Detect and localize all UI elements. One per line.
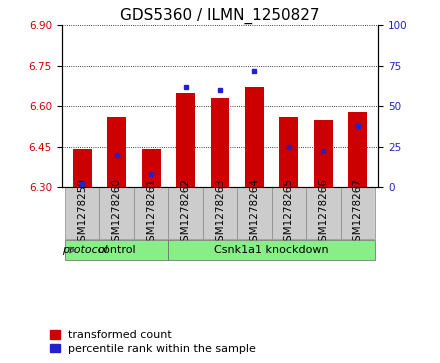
Bar [210, 98, 230, 187]
Text: GSM1278264: GSM1278264 [249, 178, 260, 248]
Bar [107, 117, 126, 187]
Text: GSM1278267: GSM1278267 [353, 178, 363, 248]
Title: GDS5360 / ILMN_1250827: GDS5360 / ILMN_1250827 [120, 8, 320, 24]
Text: protocol: protocol [62, 245, 107, 255]
Bar [245, 87, 264, 187]
FancyBboxPatch shape [341, 187, 375, 239]
Text: GSM1278263: GSM1278263 [215, 178, 225, 248]
Text: GSM1278262: GSM1278262 [180, 178, 191, 248]
Text: control: control [97, 245, 136, 255]
Text: Csnk1a1 knockdown: Csnk1a1 knockdown [214, 245, 329, 255]
Text: GSM1278261: GSM1278261 [146, 178, 156, 248]
FancyBboxPatch shape [134, 187, 169, 239]
Bar [176, 93, 195, 187]
FancyBboxPatch shape [99, 187, 134, 239]
Bar [279, 117, 298, 187]
Bar [73, 149, 92, 187]
FancyBboxPatch shape [237, 187, 271, 239]
FancyBboxPatch shape [169, 187, 203, 239]
Bar [348, 111, 367, 187]
Text: GSM1278266: GSM1278266 [318, 178, 328, 248]
FancyBboxPatch shape [203, 187, 237, 239]
Bar [314, 120, 333, 187]
FancyBboxPatch shape [65, 187, 99, 239]
FancyBboxPatch shape [271, 187, 306, 239]
FancyBboxPatch shape [169, 240, 375, 260]
FancyBboxPatch shape [306, 187, 341, 239]
Legend: transformed count, percentile rank within the sample: transformed count, percentile rank withi… [50, 330, 257, 354]
FancyBboxPatch shape [65, 240, 169, 260]
Bar [142, 149, 161, 187]
Text: GSM1278265: GSM1278265 [284, 178, 294, 248]
Text: GSM1278259: GSM1278259 [77, 178, 87, 248]
Text: GSM1278260: GSM1278260 [112, 178, 122, 248]
